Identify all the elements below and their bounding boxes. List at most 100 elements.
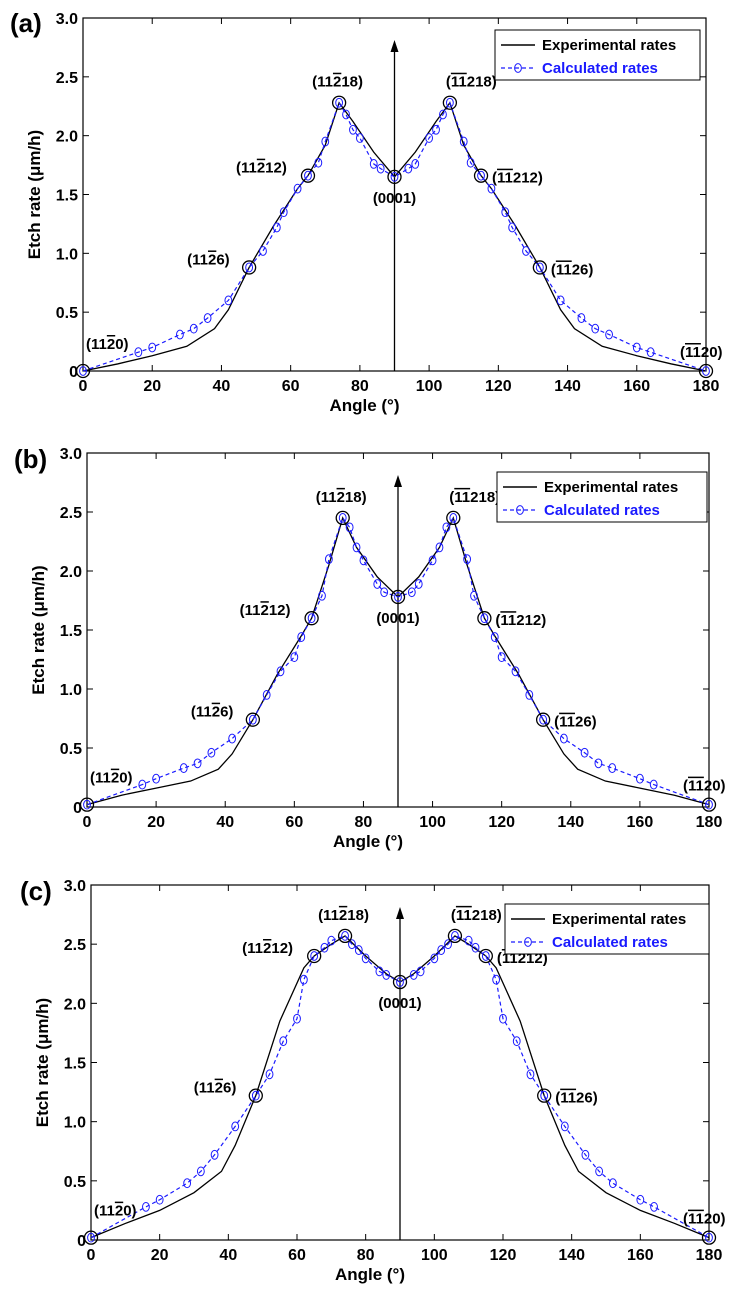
plane-label-part: 6) <box>216 251 229 268</box>
calculated-point <box>376 163 385 174</box>
plane-label-1-8: (1120) <box>683 778 726 795</box>
calculated-point <box>442 522 451 533</box>
y-tick-label: 2.5 <box>56 70 78 87</box>
plane-label-part: ( <box>554 714 559 731</box>
calculated-point <box>471 942 480 953</box>
plane-label-2-8: (1120) <box>683 1211 726 1228</box>
x-tick-label: 180 <box>696 1247 723 1264</box>
calculated-point <box>361 953 370 964</box>
plane-label-part: (11 <box>94 1203 115 1220</box>
calculated-point <box>299 974 308 985</box>
plane-label-0-6: (11212) <box>492 170 543 187</box>
plane-label-part: (11 <box>316 489 337 506</box>
plane-label-bar: 11 <box>556 261 572 278</box>
calculated-point <box>487 183 496 194</box>
calculated-point <box>148 342 157 353</box>
x-tick-label: 160 <box>623 378 650 395</box>
plane-label-bar: 11 <box>560 1090 576 1107</box>
x-tick-label: 120 <box>488 814 515 831</box>
plane-label-2-2: (11212) <box>242 940 293 957</box>
plane-label-1-0: (1120) <box>90 770 133 787</box>
calculated-point <box>375 966 384 977</box>
plane-label-1-6: (11212) <box>495 612 546 629</box>
calculated-point <box>608 763 617 773</box>
x-tick-label: 100 <box>421 1247 448 1264</box>
calculated-point <box>293 183 302 194</box>
calculated-point <box>155 1194 164 1205</box>
plane-marker <box>83 1230 99 1245</box>
calculated-point <box>416 966 425 977</box>
legend: Experimental rates Calculated rates <box>494 29 701 81</box>
x-tick-label: 20 <box>143 378 161 395</box>
calculated-point <box>335 97 344 108</box>
calculated-point <box>636 1194 645 1205</box>
x-tick-label: 20 <box>147 814 165 831</box>
plane-label-part: ( <box>446 74 451 91</box>
plane-label-bar: 2 <box>333 74 341 91</box>
plane-label-bar: 11 <box>685 344 701 361</box>
plane-label-part: ( <box>683 1211 688 1228</box>
plane-label-2-0: (1120) <box>94 1203 137 1220</box>
calculated-point <box>327 935 336 946</box>
calculated-point <box>265 1069 274 1080</box>
chart-panel-1: (b) 0 20 40 60 80 100 120 140 160 180 0 0.5 1.0 1.5 2.0… <box>14 444 726 851</box>
plane-marker <box>75 363 91 379</box>
plane-label-part: (11 <box>86 336 107 353</box>
plane-marker <box>537 1088 552 1103</box>
x-tick-label: 0 <box>79 378 88 395</box>
calculated-point <box>272 222 281 233</box>
calculated-point <box>304 170 312 181</box>
plane-marker <box>532 260 548 275</box>
legend-experimental-label: Experimental rates <box>552 911 686 928</box>
legend-box <box>494 29 701 81</box>
calculated-point <box>477 170 485 181</box>
calculated-point <box>559 733 568 744</box>
plane-label-bar: 11 <box>688 1211 704 1228</box>
plane-label-part: 18) <box>345 489 367 506</box>
calculated-point <box>152 773 161 784</box>
y-tick-label: 2.5 <box>64 937 86 954</box>
calculated-point <box>320 942 329 953</box>
calculated-point <box>650 1201 658 1212</box>
calculated-point <box>411 159 420 169</box>
plane-label-1-7: (1126) <box>554 714 597 731</box>
plane-label-part: 212) <box>513 170 543 187</box>
calculated-point <box>228 733 237 744</box>
y-tick-label: 1.5 <box>56 188 78 205</box>
y-tick-label: 1.0 <box>60 682 82 699</box>
plane-marker <box>248 1088 263 1103</box>
legend-box <box>496 471 708 523</box>
x-tick-label: 120 <box>490 1247 517 1264</box>
calculated-point <box>409 970 418 980</box>
plane-label-0-4: (0001) <box>373 190 416 207</box>
plane-label-bar: 2 <box>263 940 271 957</box>
calculated-point <box>189 323 198 334</box>
calculated-point <box>492 974 501 985</box>
x-tick-label: 60 <box>282 378 300 395</box>
plane-label-part: 218) <box>467 74 497 91</box>
y-tick-label: 3.0 <box>60 446 82 463</box>
plane-label-bar: 2 <box>115 1203 123 1220</box>
calculated-point <box>83 799 91 810</box>
plane-label-part: 20) <box>704 778 726 795</box>
plane-label-part: 6) <box>223 1080 236 1097</box>
panel-letter: (c) <box>20 876 52 906</box>
x-tick-label: 160 <box>627 814 654 831</box>
y-axis-label: Etch rate (μm/h) <box>25 130 44 259</box>
plane-label-2-7: (1126) <box>555 1090 598 1107</box>
plane-label-1-1: (1126) <box>191 704 234 721</box>
y-axis-label: Etch rate (μm/h) <box>33 998 52 1127</box>
x-axis-label: Angle (°) <box>335 1265 405 1284</box>
plane-label-part: (11 <box>312 74 333 91</box>
legend-box <box>504 903 710 955</box>
calculated-point <box>245 262 254 273</box>
calculated-point <box>324 554 333 565</box>
calculated-point <box>480 613 489 624</box>
legend-calculated-marker <box>514 63 522 73</box>
plane-label-bar: 2 <box>257 160 265 177</box>
calculated-point <box>580 747 589 758</box>
legend-calculated-label: Calculated rates <box>552 934 668 951</box>
x-tick-label: 140 <box>554 378 581 395</box>
plane-label-bar: 11 <box>497 170 513 187</box>
